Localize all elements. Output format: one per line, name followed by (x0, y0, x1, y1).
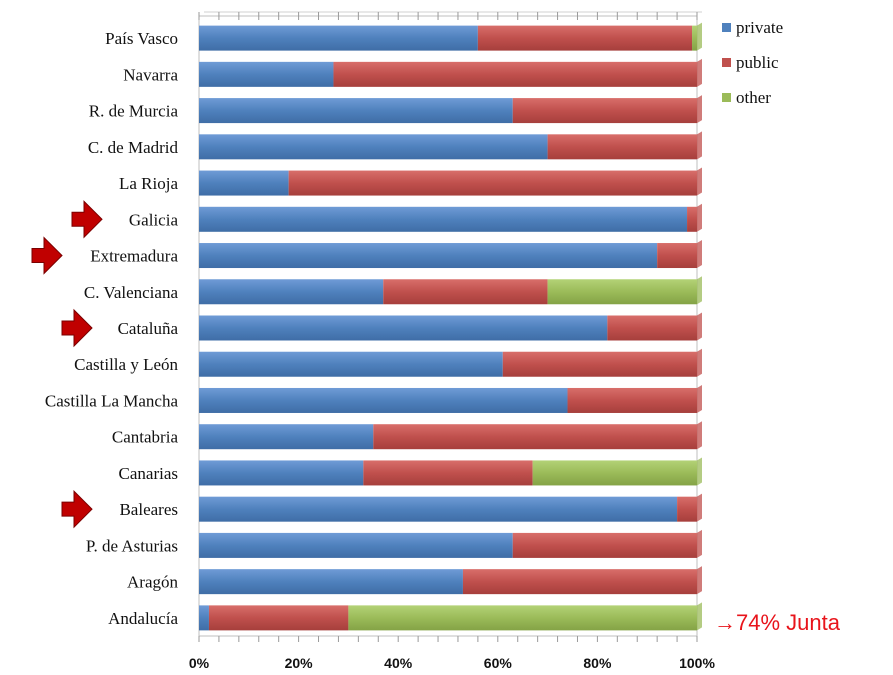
category-label: País Vasco (105, 29, 178, 48)
bar-end-cap (697, 203, 702, 232)
bar-segment-public (333, 61, 697, 87)
category-label: Navarra (123, 65, 178, 84)
category-label: P. de Asturias (86, 536, 178, 555)
category-label: Galicia (129, 210, 179, 229)
highlight-arrow-icon (61, 489, 93, 529)
category-label: R. de Murcia (89, 102, 179, 121)
bar-segment-private (199, 532, 513, 558)
x-tick-label: 60% (484, 655, 513, 671)
bar-end-cap (697, 493, 702, 522)
bar-segment-private (199, 243, 658, 269)
bar-end-cap (697, 384, 702, 413)
bar-segment-other (692, 25, 697, 51)
bar-segment-public (657, 243, 697, 269)
bar-segment-public (502, 351, 697, 377)
category-label: Canarias (119, 464, 178, 483)
category-label: Castilla y León (74, 355, 178, 374)
x-tick-label: 80% (583, 655, 612, 671)
bar-segment-public (607, 315, 697, 341)
bar-segment-public (567, 387, 697, 413)
highlight-arrow-icon (61, 308, 93, 348)
bar-segment-private (199, 134, 548, 160)
bar-segment-private (199, 315, 608, 341)
bar-segment-public (512, 98, 697, 124)
bar-segment-private (199, 98, 513, 124)
bar-end-cap (697, 529, 702, 558)
bar-segment-private (199, 170, 289, 196)
bar-segment-public (512, 532, 697, 558)
bar-segment-private (199, 605, 209, 631)
legend-label: private (736, 18, 783, 37)
highlight-arrow-icon (71, 200, 103, 239)
bar-segment-private (199, 424, 374, 450)
x-tick-label: 100% (679, 655, 715, 671)
bar-end-cap (697, 276, 702, 305)
highlight-arrows (31, 200, 103, 529)
bar-segment-public (373, 424, 697, 450)
legend-swatch-other (722, 93, 731, 102)
category-label: Andalucía (108, 609, 178, 628)
category-label: Cantabria (112, 428, 179, 447)
category-label: Cataluña (118, 319, 179, 338)
bar-segment-private (199, 206, 688, 232)
bar-end-cap (697, 167, 702, 196)
bar-segment-private (199, 25, 478, 51)
category-label: C. de Madrid (88, 138, 179, 157)
annotation-text: →74% Junta (714, 610, 841, 635)
bar-segment-public (363, 460, 533, 486)
bar-segment-other (532, 460, 697, 486)
category-label: C. Valenciana (84, 283, 179, 302)
bar-segment-public (462, 569, 697, 595)
bars-group (199, 22, 702, 631)
category-label: Castilla La Mancha (45, 391, 179, 410)
bar-segment-public (687, 206, 697, 232)
legend-swatch-public (722, 58, 731, 67)
bar-end-cap (697, 58, 702, 87)
bar-end-cap (697, 421, 702, 450)
bar-end-cap (697, 348, 702, 377)
bar-segment-private (199, 61, 334, 87)
highlight-arrow-icon (31, 236, 63, 275)
category-label: La Rioja (119, 174, 178, 193)
bar-end-cap (697, 602, 702, 631)
x-tick-label: 20% (285, 655, 314, 671)
bar-segment-private (199, 460, 364, 486)
bar-segment-private (199, 351, 503, 377)
bar-segment-other (348, 605, 697, 631)
legend-swatch-private (722, 23, 731, 32)
x-tick-label: 40% (384, 655, 413, 671)
x-tick-labels: 0% 20% 40% 60% 80% 100% (189, 655, 716, 671)
legend: private public other (722, 18, 783, 107)
bar-end-cap (697, 457, 702, 486)
bar-end-cap (697, 131, 702, 160)
bar-segment-public (547, 134, 697, 160)
legend-label: public (736, 53, 779, 72)
category-labels: País Vasco Navarra R. de Murcia C. de Madri… (45, 29, 179, 628)
bar-end-cap (697, 95, 702, 124)
bar-segment-public (677, 496, 697, 522)
category-label: Extremadura (90, 247, 178, 266)
bar-segment-private (199, 279, 384, 305)
bar-segment-public (383, 279, 548, 305)
bar-end-cap (697, 566, 702, 595)
category-label: Baleares (119, 500, 178, 519)
bar-segment-private (199, 569, 463, 595)
bar-segment-other (547, 279, 697, 305)
bar-segment-private (199, 496, 678, 522)
bar-segment-public (208, 605, 349, 631)
bar-segment-private (199, 387, 568, 413)
bar-end-cap (697, 312, 702, 341)
legend-label: other (736, 88, 771, 107)
category-label: Aragón (127, 573, 178, 592)
x-tick-label: 0% (189, 655, 210, 671)
bar-segment-public (288, 170, 697, 196)
bar-end-cap (697, 240, 702, 269)
bar-end-cap (697, 22, 702, 51)
bar-segment-public (477, 25, 693, 51)
